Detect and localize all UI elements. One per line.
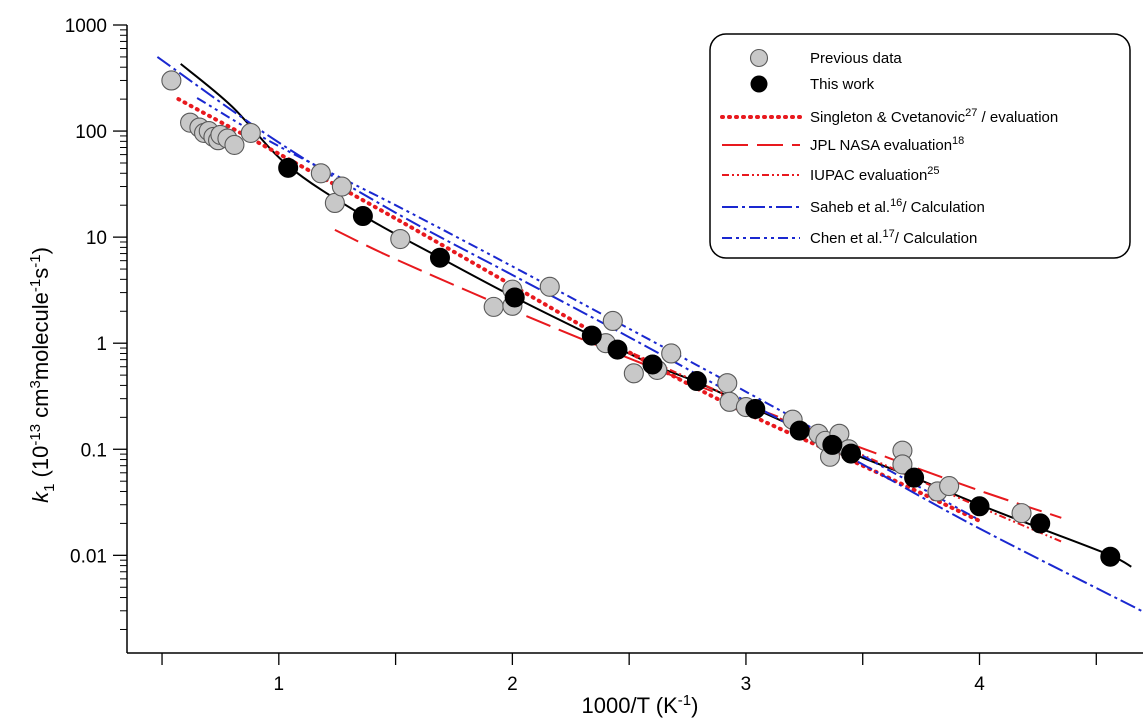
this-work-point (1030, 513, 1051, 534)
legend-label-singleton: Singleton & Cvetanovic27 / evaluation (810, 107, 1058, 126)
previous-data-point (602, 310, 623, 332)
this-work-point (352, 206, 373, 227)
this-work-point (504, 287, 525, 308)
legend-symbols (720, 48, 802, 239)
previous-data-point (1011, 503, 1032, 524)
y-tick-label: 0.01 (70, 546, 107, 567)
legend: Previous data This work Singleton & Cvet… (709, 33, 1131, 259)
previous-data-point (623, 363, 644, 384)
previous-data-point (161, 70, 182, 91)
this-work-point (581, 325, 602, 346)
previous-data-point (539, 276, 560, 297)
previous-data-point (310, 163, 331, 184)
legend-label-chen: Chen et al.17/ Calculation (810, 228, 977, 247)
this-work-point (745, 398, 766, 419)
plot-frame (126, 25, 1143, 654)
this-work-point (1100, 546, 1121, 567)
ticks-layer: 1 2 3 4 0.01 0.1 1 10 100 1000 (65, 16, 1097, 695)
points-layer (161, 70, 1121, 567)
y-tick-label: 0.1 (81, 440, 107, 461)
previous-data-point (892, 454, 913, 475)
legend-label-this-work: This work (810, 76, 875, 93)
this-work-point (607, 339, 628, 360)
this-work-point (904, 467, 925, 488)
legend-label-saheb: Saheb et al.16/ Calculation (810, 197, 985, 216)
legend-symbol-previous (749, 48, 769, 68)
this-work-point (642, 354, 663, 375)
y-tick-label: 10 (86, 228, 107, 249)
legend-label-iupac: IUPAC evaluation25 (810, 165, 940, 184)
y-tick-label: 1 (96, 334, 107, 355)
this-work-point (969, 496, 990, 517)
previous-data-point (331, 176, 352, 197)
x-tick-label: 1 (274, 674, 285, 695)
x-tick-label: 2 (507, 674, 518, 695)
y-tick-label: 1000 (65, 16, 107, 37)
previous-data-point (483, 296, 504, 317)
curve-fit (180, 63, 1132, 568)
legend-symbol-this-work (750, 75, 768, 93)
previous-data-point (717, 373, 738, 394)
curve-saheb-et-al-calculation (156, 56, 1143, 613)
y-axis-title: k1 (10-13 cm3molecule-1s-1) (27, 247, 58, 503)
this-work-point (822, 434, 843, 455)
legend-box (709, 33, 1131, 259)
x-tick-label: 3 (741, 674, 752, 695)
x-axis-title: 1000/T (K-1) (582, 692, 699, 718)
previous-data-point (661, 343, 682, 364)
this-work-point (429, 247, 450, 268)
previous-data-point (390, 228, 411, 250)
legend-label-previous: Previous data (810, 50, 902, 67)
legend-label-jpl: JPL NASA evaluation18 (810, 135, 964, 154)
this-work-point (789, 420, 810, 441)
this-work-point (278, 157, 299, 178)
this-work-point (686, 371, 707, 392)
previous-data-point (224, 134, 245, 155)
previous-data-point (240, 122, 261, 143)
this-work-point (841, 443, 862, 464)
previous-data-point (939, 475, 960, 497)
x-tick-label: 4 (974, 674, 985, 695)
y-tick-label: 100 (75, 122, 107, 143)
